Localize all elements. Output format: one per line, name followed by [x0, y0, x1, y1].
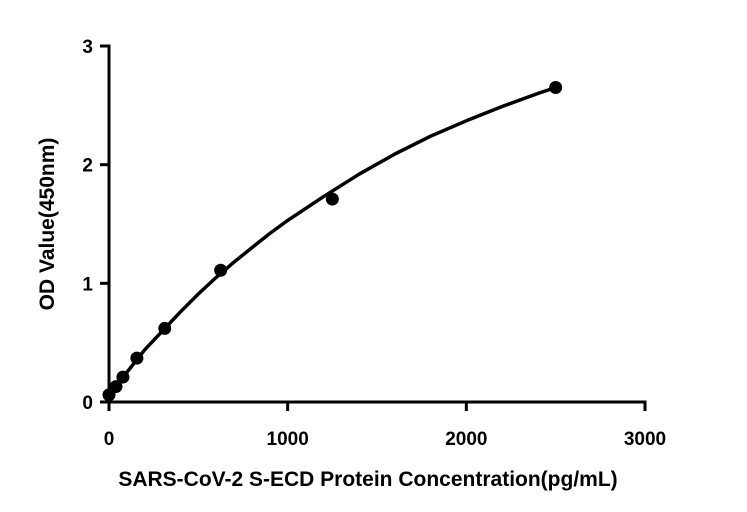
data-point	[130, 351, 144, 365]
x-axis-title: SARS-CoV-2 S-ECD Protein Concentration(p…	[118, 468, 617, 491]
x-tick-label: 2000	[445, 429, 487, 450]
y-tick-label: 0	[82, 393, 93, 414]
y-tick-label: 2	[82, 156, 93, 177]
x-ticks: 0 1000 2000 3000	[104, 402, 666, 450]
y-axis-title: OD Value(450nm)	[36, 138, 59, 311]
axes: 0 1000 2000 3000 0 1 2 3	[82, 37, 666, 450]
data-point	[158, 321, 172, 335]
data-point	[325, 192, 339, 206]
x-tick-label: 1000	[267, 429, 309, 450]
x-tick-label: 3000	[624, 429, 666, 450]
data-point	[549, 81, 563, 95]
fit-curve	[107, 85, 558, 397]
data-point	[109, 380, 123, 394]
data-point	[116, 370, 130, 384]
data-points	[102, 81, 563, 402]
x-tick-label: 0	[104, 429, 115, 450]
y-tick-label: 3	[82, 37, 93, 58]
y-tick-label: 1	[82, 274, 93, 295]
y-ticks: 0 1 2 3	[82, 37, 109, 414]
data-point	[214, 263, 228, 277]
